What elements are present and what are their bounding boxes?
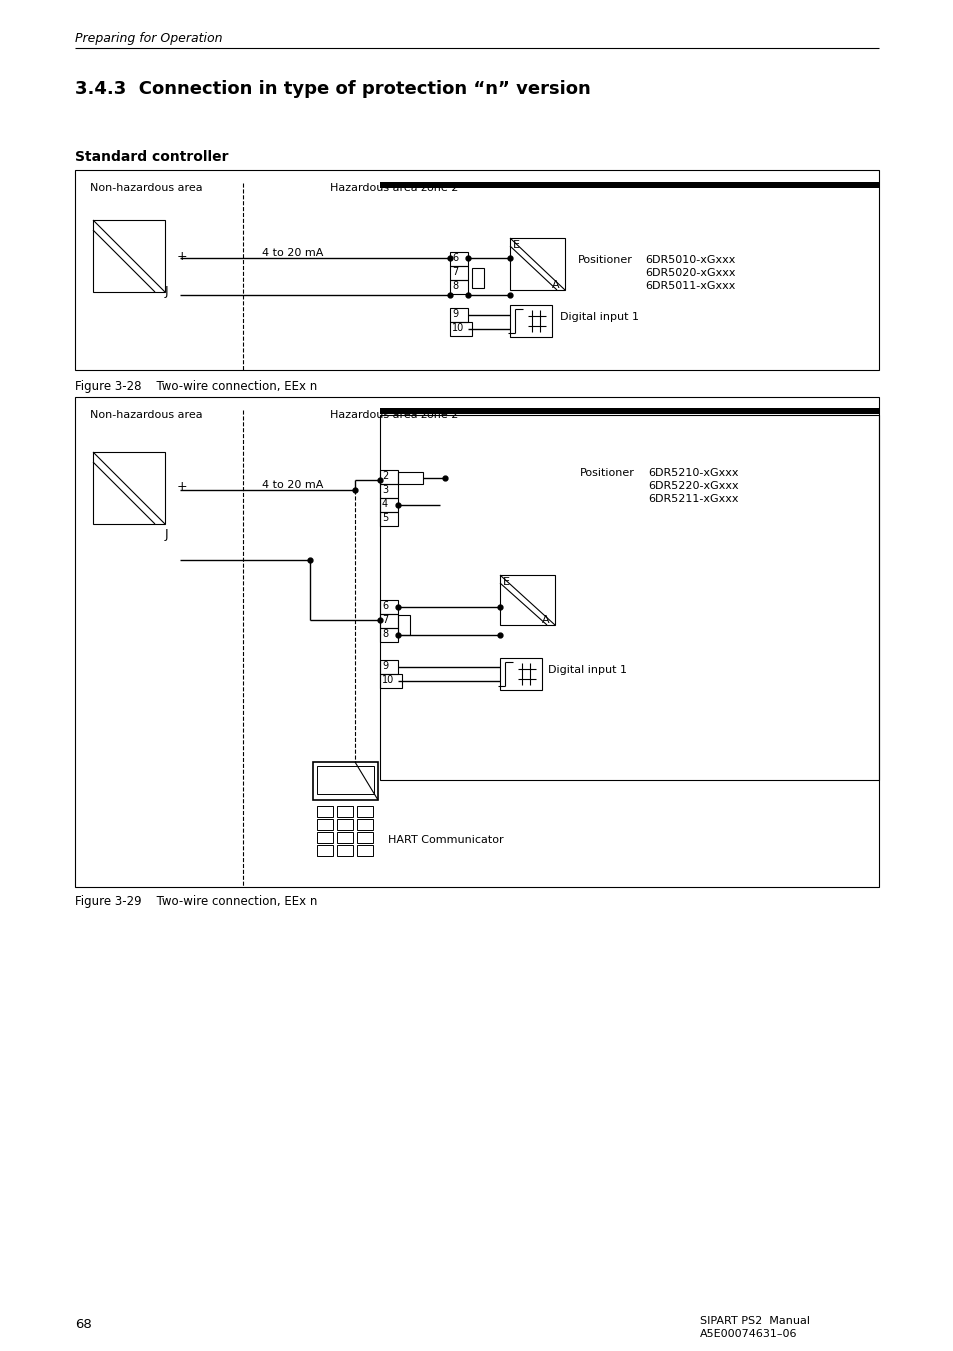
Text: 8: 8 — [452, 281, 457, 290]
Text: +: + — [177, 480, 188, 493]
Bar — [316, 766, 374, 794]
Bar — [75, 170, 878, 370]
Text: E: E — [513, 240, 519, 250]
Text: J: J — [165, 285, 169, 299]
Bar — [450, 280, 468, 295]
Bar — [510, 238, 564, 290]
Bar — [379, 661, 397, 674]
Text: Preparing for Operation: Preparing for Operation — [75, 32, 222, 45]
Bar — [92, 220, 165, 292]
Bar — [397, 615, 410, 635]
Text: Figure 3-28    Two-wire connection, EEx n: Figure 3-28 Two-wire connection, EEx n — [75, 380, 317, 393]
Bar — [379, 499, 397, 512]
Bar — [316, 807, 333, 817]
Bar — [316, 844, 333, 857]
Text: Digital input 1: Digital input 1 — [547, 665, 626, 676]
Bar — [75, 397, 878, 888]
Text: A5E00074631–06: A5E00074631–06 — [700, 1329, 797, 1339]
Bar — [450, 266, 468, 280]
Bar — [336, 819, 353, 830]
Bar — [499, 576, 555, 626]
Bar — [379, 628, 397, 642]
Text: 6: 6 — [381, 601, 388, 611]
Text: 3: 3 — [381, 485, 388, 494]
Text: 10: 10 — [452, 323, 464, 332]
Text: 10: 10 — [381, 676, 394, 685]
Bar — [316, 832, 333, 843]
Bar — [356, 844, 373, 857]
Text: 6DR5011-xGxxx: 6DR5011-xGxxx — [644, 281, 735, 290]
Bar — [313, 762, 377, 800]
Bar — [92, 453, 165, 524]
Text: Figure 3-29    Two-wire connection, EEx n: Figure 3-29 Two-wire connection, EEx n — [75, 894, 317, 908]
Bar — [356, 819, 373, 830]
Bar — [379, 470, 397, 484]
Bar — [336, 844, 353, 857]
Text: 6DR5220-xGxxx: 6DR5220-xGxxx — [647, 481, 738, 490]
Bar — [450, 308, 468, 322]
Text: 7: 7 — [381, 615, 388, 626]
Text: SIPART PS2  Manual: SIPART PS2 Manual — [700, 1316, 809, 1325]
Text: 6DR5211-xGxxx: 6DR5211-xGxxx — [647, 494, 738, 504]
Bar — [336, 832, 353, 843]
Bar — [336, 807, 353, 817]
Bar — [316, 819, 333, 830]
Bar — [379, 512, 397, 526]
Text: HART Communicator: HART Communicator — [388, 835, 503, 844]
Text: 3.4.3  Connection in type of protection “n” version: 3.4.3 Connection in type of protection “… — [75, 80, 590, 99]
Text: Hazardous area zone 2: Hazardous area zone 2 — [330, 182, 457, 193]
Text: 7: 7 — [452, 267, 457, 277]
Bar — [450, 253, 468, 266]
Text: 4: 4 — [381, 499, 388, 509]
Bar — [379, 484, 397, 499]
Text: 4 to 20 mA: 4 to 20 mA — [262, 249, 323, 258]
Bar — [397, 471, 422, 484]
Bar — [472, 267, 483, 288]
Bar — [379, 613, 397, 628]
Text: E: E — [502, 577, 510, 586]
Text: 9: 9 — [452, 309, 457, 319]
Text: A: A — [552, 280, 559, 290]
Text: 4 to 20 mA: 4 to 20 mA — [262, 480, 323, 490]
Text: 2: 2 — [381, 471, 388, 481]
Text: Standard controller: Standard controller — [75, 150, 229, 163]
Bar — [379, 600, 397, 613]
Text: Positioner: Positioner — [579, 467, 634, 478]
Text: J: J — [165, 528, 169, 540]
Bar — [510, 305, 552, 336]
Bar — [499, 658, 541, 690]
Text: 6DR5010-xGxxx: 6DR5010-xGxxx — [644, 255, 735, 265]
Text: 6: 6 — [452, 253, 457, 263]
Bar — [379, 415, 878, 780]
Text: Non-hazardous area: Non-hazardous area — [90, 409, 202, 420]
Text: Hazardous area zone 2: Hazardous area zone 2 — [330, 409, 457, 420]
Bar — [450, 322, 472, 336]
Text: +: + — [177, 250, 188, 263]
Bar — [356, 807, 373, 817]
Text: 8: 8 — [381, 630, 388, 639]
Text: 6DR5210-xGxxx: 6DR5210-xGxxx — [647, 467, 738, 478]
Bar — [379, 408, 878, 413]
Text: 9: 9 — [381, 661, 388, 671]
Text: 6DR5020-xGxxx: 6DR5020-xGxxx — [644, 267, 735, 278]
Text: Positioner: Positioner — [578, 255, 632, 265]
Bar — [379, 674, 401, 688]
Bar — [356, 832, 373, 843]
Text: 5: 5 — [381, 513, 388, 523]
Text: Non-hazardous area: Non-hazardous area — [90, 182, 202, 193]
Text: A: A — [541, 615, 549, 626]
Bar — [379, 182, 878, 188]
Text: Digital input 1: Digital input 1 — [559, 312, 639, 322]
Text: 68: 68 — [75, 1319, 91, 1331]
